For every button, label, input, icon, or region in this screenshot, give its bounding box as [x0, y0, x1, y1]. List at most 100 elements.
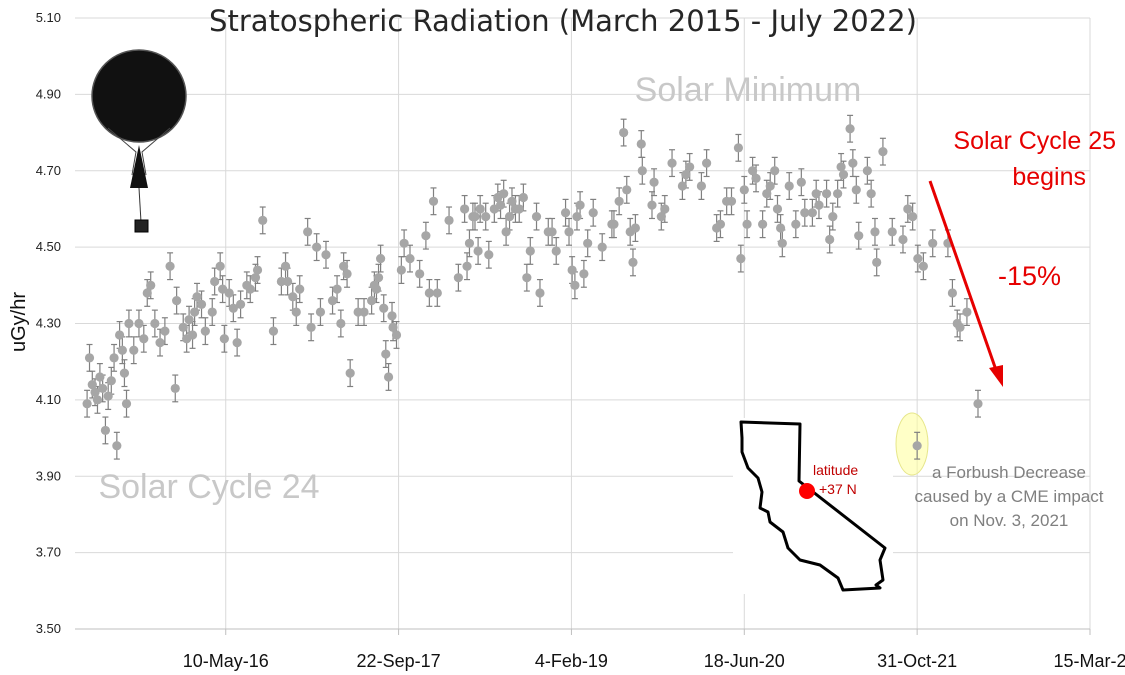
balloon-icon [91, 49, 187, 233]
data-point [155, 337, 165, 348]
data-point [232, 337, 242, 348]
data-point [833, 189, 843, 199]
data-point [481, 211, 491, 222]
data-point [570, 280, 580, 290]
data-point [359, 307, 369, 317]
data-point [235, 299, 246, 310]
data-point [758, 219, 768, 229]
data-point [525, 246, 535, 256]
data-point [507, 196, 517, 206]
data-point [184, 315, 194, 325]
data-point [321, 250, 331, 260]
data-point [210, 276, 220, 287]
y-tick-label: 4.70 [36, 163, 61, 178]
data-point [862, 166, 872, 176]
data-point [656, 211, 666, 222]
data-point [531, 211, 542, 222]
data-point [484, 250, 494, 260]
data-point [245, 284, 255, 294]
data-point [504, 211, 515, 222]
data-point [821, 189, 832, 199]
data-point [814, 200, 824, 210]
data-point [765, 181, 775, 191]
data-point [825, 234, 835, 245]
solar-cycle-25-label-line-1: Solar Cycle 25 [953, 127, 1116, 155]
data-point [464, 238, 475, 248]
data-point [715, 219, 726, 229]
data-point [150, 318, 160, 329]
data-point [898, 234, 908, 245]
data-point [100, 425, 111, 436]
data-point [499, 189, 509, 199]
data-point [637, 166, 647, 176]
data-point [851, 185, 861, 195]
data-point [473, 246, 483, 256]
data-point [87, 380, 97, 390]
data-point [367, 295, 377, 306]
data-point [165, 261, 175, 271]
data-point [579, 269, 589, 279]
data-point [215, 261, 225, 271]
data-point [312, 242, 322, 252]
data-point [462, 261, 472, 271]
data-point [866, 189, 876, 199]
data-point [649, 177, 659, 187]
data-point [475, 204, 485, 214]
y-tick-label: 5.10 [36, 10, 61, 25]
y-tick-label: 3.70 [36, 545, 61, 560]
data-point [428, 196, 439, 206]
data-point [336, 318, 346, 329]
data-point [887, 227, 897, 237]
data-point [187, 330, 198, 340]
x-tick-label: 15-Mar-2 [1053, 651, 1125, 671]
solar-cycle-25-label-line-2: begins [1012, 163, 1086, 191]
y-axis-label: uGy/hr [8, 292, 30, 352]
forbush-annotation-line-1: a Forbush Decrease [932, 463, 1086, 482]
data-point [95, 372, 105, 382]
y-tick-label: 3.90 [36, 468, 61, 483]
data-point [106, 376, 116, 386]
data-point [396, 265, 406, 275]
data-point [495, 200, 506, 210]
data-point [501, 227, 511, 237]
data-point [250, 273, 261, 283]
data-point [172, 295, 182, 306]
data-point [677, 181, 688, 191]
gridlines [75, 17, 1091, 630]
x-tick-label: 31-Oct-21 [877, 651, 957, 671]
data-point [103, 391, 113, 401]
data-point [421, 231, 431, 241]
data-point [252, 265, 263, 275]
data-point [82, 399, 92, 409]
y-tick-label: 4.50 [36, 239, 61, 254]
data-point [685, 162, 695, 172]
data-point [112, 441, 122, 451]
data-point [327, 295, 338, 306]
data-point [415, 269, 425, 279]
data-point [870, 227, 880, 237]
data-point [98, 383, 108, 394]
data-point [522, 273, 532, 283]
data-point [387, 311, 397, 321]
data-point [460, 204, 470, 214]
data-point [800, 208, 810, 218]
data-point [775, 223, 786, 233]
data-point [295, 284, 305, 294]
data-point [371, 284, 382, 294]
data-point [739, 185, 749, 195]
data-point [828, 211, 838, 222]
data-point [962, 307, 972, 317]
forbush-annotation-line-2: caused by a CME impact [915, 487, 1104, 506]
data-point [564, 227, 574, 237]
data-point [160, 326, 170, 336]
california-map-inset: latitude +37 N [733, 418, 893, 594]
data-point [339, 261, 349, 271]
data-point [742, 219, 752, 229]
data-point [288, 292, 298, 302]
data-point [207, 307, 217, 317]
data-point [726, 196, 737, 206]
data-point [315, 307, 326, 317]
data-point [134, 318, 144, 329]
data-point [258, 215, 268, 225]
